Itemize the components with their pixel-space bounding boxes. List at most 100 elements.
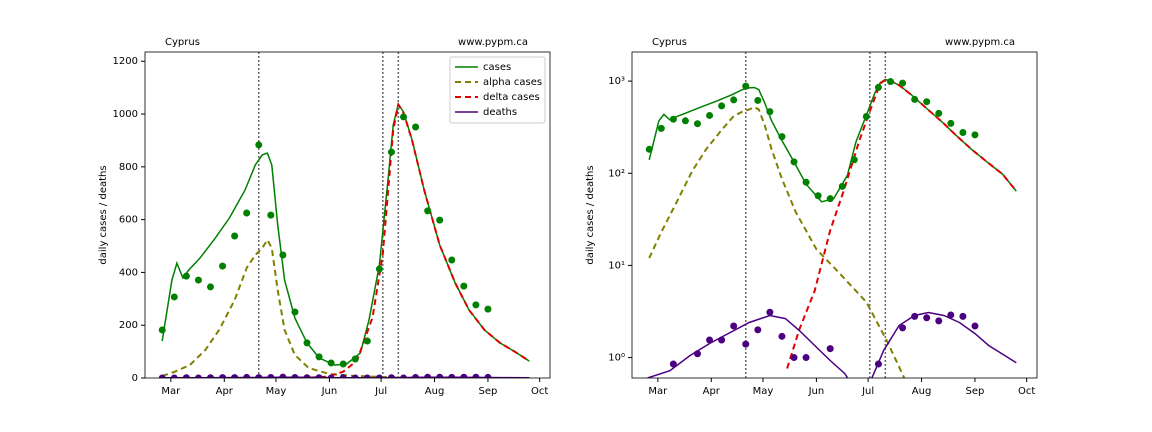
data-point	[742, 82, 750, 90]
data-point	[351, 374, 359, 378]
data-point	[460, 282, 468, 290]
data-point	[400, 374, 408, 378]
data-point	[243, 373, 251, 378]
data-point	[219, 374, 227, 378]
plot-frame	[631, 51, 1038, 379]
data-point	[194, 374, 202, 378]
y-tick-label: 10²	[608, 168, 625, 179]
data-point	[959, 312, 967, 320]
y-tick-label: 600	[119, 215, 138, 226]
data-point	[730, 322, 738, 330]
x-tick-label: Sep	[479, 386, 498, 397]
data-point	[472, 373, 480, 378]
data-point	[669, 360, 677, 368]
data-point	[182, 374, 190, 378]
data-point	[387, 148, 395, 156]
x-tick-label: Jun	[321, 386, 338, 397]
data-point	[947, 119, 955, 127]
data-point	[158, 326, 166, 334]
data-point	[375, 374, 383, 378]
data-point	[766, 108, 774, 116]
data-point	[267, 373, 275, 378]
data-point	[327, 374, 335, 378]
legend-label: delta cases	[483, 92, 540, 103]
plot-frame	[144, 51, 551, 379]
data-point	[923, 98, 931, 106]
data-point	[947, 311, 955, 319]
panel: Cyprus www.pypm.ca daily cases / deaths Mar…	[585, 37, 1038, 397]
data-point	[484, 305, 492, 313]
data-point	[790, 354, 798, 362]
x-tick-label: Aug	[425, 386, 445, 397]
x-tick-label: Oct	[531, 386, 548, 397]
data-point	[874, 360, 882, 368]
data-point	[448, 256, 456, 264]
series-line	[648, 105, 906, 378]
data-point	[412, 373, 420, 378]
y-tick-label: 10⁰	[608, 353, 625, 364]
data-point	[814, 192, 822, 200]
legend-label: alpha cases	[483, 77, 542, 88]
x-tick-label: Jul	[374, 386, 387, 397]
data-point	[460, 373, 468, 378]
x-tick-label: Jun	[808, 386, 825, 397]
data-point	[424, 207, 432, 215]
data-point	[718, 336, 726, 344]
x-tick-label: Aug	[912, 386, 932, 397]
data-point	[862, 113, 870, 121]
data-point	[182, 272, 190, 280]
panel: Cyprus www.pypm.ca daily cases / deaths Mar…	[98, 37, 551, 397]
data-point	[424, 373, 432, 378]
y-tick-label: 200	[119, 320, 138, 331]
data-point	[472, 301, 480, 309]
data-point	[484, 373, 492, 378]
data-point	[766, 308, 774, 316]
data-point	[790, 158, 798, 166]
data-point	[303, 339, 311, 347]
y-tick-label: 10³	[608, 76, 625, 87]
data-point	[899, 324, 907, 332]
data-point	[778, 133, 786, 141]
data-point	[899, 79, 907, 87]
data-point	[669, 115, 677, 123]
y-tick-label: 0	[132, 373, 138, 384]
data-point	[911, 312, 919, 320]
data-point	[412, 123, 420, 131]
data-point	[363, 337, 371, 345]
data-point	[826, 195, 834, 203]
data-point	[887, 78, 895, 86]
data-point	[971, 322, 979, 330]
data-point	[206, 374, 214, 378]
data-point	[935, 109, 943, 117]
data-point	[339, 360, 347, 368]
data-point	[657, 124, 665, 132]
data-point	[170, 374, 178, 378]
data-point	[375, 265, 383, 273]
data-point	[693, 120, 701, 128]
data-point	[874, 83, 882, 91]
data-point	[971, 131, 979, 139]
data-point	[693, 350, 701, 358]
data-point	[303, 374, 311, 378]
data-point	[315, 374, 323, 378]
data-point	[267, 211, 275, 219]
x-tick-label: Apr	[703, 386, 721, 397]
data-point	[802, 354, 810, 362]
data-point	[291, 308, 299, 316]
data-point	[923, 314, 931, 322]
data-point	[778, 332, 786, 340]
data-point	[327, 359, 335, 367]
annotation: www.pypm.ca	[458, 37, 528, 48]
data-point	[911, 95, 919, 103]
y-tick-label: 400	[119, 267, 138, 278]
data-point	[243, 209, 251, 217]
y-tick-label: 800	[119, 162, 138, 173]
x-tick-label: May	[753, 386, 774, 397]
data-point	[387, 374, 395, 378]
data-point	[436, 373, 444, 378]
data-point	[838, 182, 846, 190]
y-axis-label: daily cases / deaths	[98, 165, 109, 264]
data-point	[850, 156, 858, 164]
data-point	[802, 178, 810, 186]
series-line	[300, 102, 530, 378]
